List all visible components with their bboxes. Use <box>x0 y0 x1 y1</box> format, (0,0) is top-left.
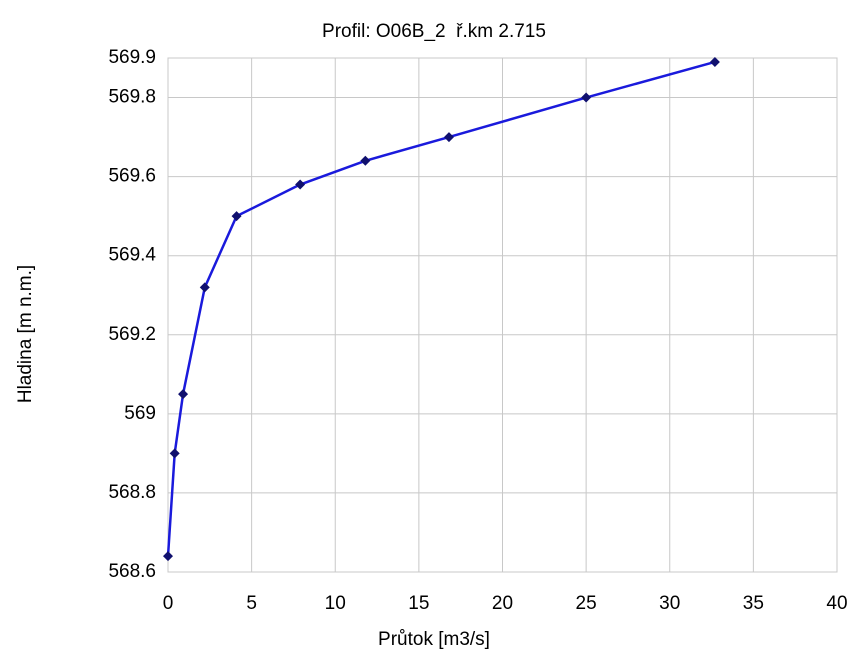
y-tick-label: 569.8 <box>108 87 156 108</box>
chart-title: Profil: O06B_2 ř.km 2.715 <box>322 21 546 42</box>
x-axis-label: Průtok [m3/s] <box>378 629 490 650</box>
x-tick-label: 40 <box>826 593 847 614</box>
data-point <box>169 448 180 459</box>
x-tick-label: 5 <box>246 593 257 614</box>
y-tick-label: 569 <box>124 403 156 424</box>
y-tick-label: 569.9 <box>108 47 156 68</box>
y-tick-label: 568.8 <box>108 482 156 503</box>
data-point <box>709 56 720 67</box>
y-tick-label: 569.4 <box>108 245 156 266</box>
x-tick-label: 10 <box>325 593 346 614</box>
y-tick-label: 568.6 <box>108 561 156 582</box>
x-tick-label: 0 <box>163 593 174 614</box>
x-tick-label: 15 <box>408 593 429 614</box>
data-point <box>231 211 242 222</box>
x-tick-label: 25 <box>576 593 597 614</box>
y-axis-label: Hladina [m n.m.] <box>15 265 36 403</box>
y-tick-label: 569.6 <box>108 166 156 187</box>
data-line <box>166 60 716 557</box>
y-tick-label: 569.2 <box>108 324 156 345</box>
plot-frame <box>167 57 838 573</box>
data-point <box>178 389 189 400</box>
data-point <box>443 132 454 143</box>
data-point <box>360 155 371 166</box>
x-tick-label: 20 <box>492 593 513 614</box>
x-tick-label: 35 <box>743 593 764 614</box>
x-tick-label: 30 <box>659 593 680 614</box>
data-point <box>295 179 306 190</box>
data-point <box>163 551 173 562</box>
data-point <box>199 282 210 293</box>
data-point <box>581 92 592 103</box>
